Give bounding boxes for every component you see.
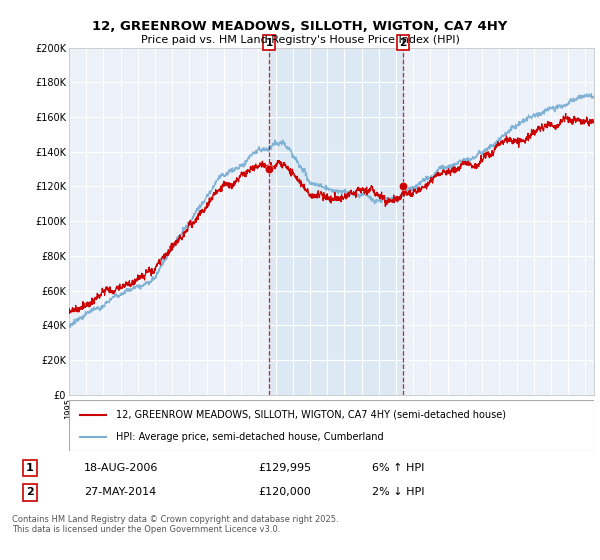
- Text: 2% ↓ HPI: 2% ↓ HPI: [372, 487, 425, 497]
- Text: HPI: Average price, semi-detached house, Cumberland: HPI: Average price, semi-detached house,…: [116, 432, 384, 442]
- Text: £120,000: £120,000: [258, 487, 311, 497]
- Text: 6% ↑ HPI: 6% ↑ HPI: [372, 463, 424, 473]
- Text: 12, GREENROW MEADOWS, SILLOTH, WIGTON, CA7 4HY: 12, GREENROW MEADOWS, SILLOTH, WIGTON, C…: [92, 20, 508, 32]
- FancyBboxPatch shape: [69, 400, 594, 451]
- Text: 1: 1: [26, 463, 34, 473]
- Text: 18-AUG-2006: 18-AUG-2006: [84, 463, 158, 473]
- Text: Price paid vs. HM Land Registry's House Price Index (HPI): Price paid vs. HM Land Registry's House …: [140, 35, 460, 45]
- Text: 27-MAY-2014: 27-MAY-2014: [84, 487, 156, 497]
- Text: 12, GREENROW MEADOWS, SILLOTH, WIGTON, CA7 4HY (semi-detached house): 12, GREENROW MEADOWS, SILLOTH, WIGTON, C…: [116, 409, 506, 419]
- Text: 1: 1: [266, 38, 273, 48]
- Bar: [269, 48, 403, 395]
- Text: Contains HM Land Registry data © Crown copyright and database right 2025.
This d: Contains HM Land Registry data © Crown c…: [12, 515, 338, 534]
- Text: 2: 2: [26, 487, 34, 497]
- Text: 2: 2: [400, 38, 407, 48]
- Text: £129,995: £129,995: [258, 463, 311, 473]
